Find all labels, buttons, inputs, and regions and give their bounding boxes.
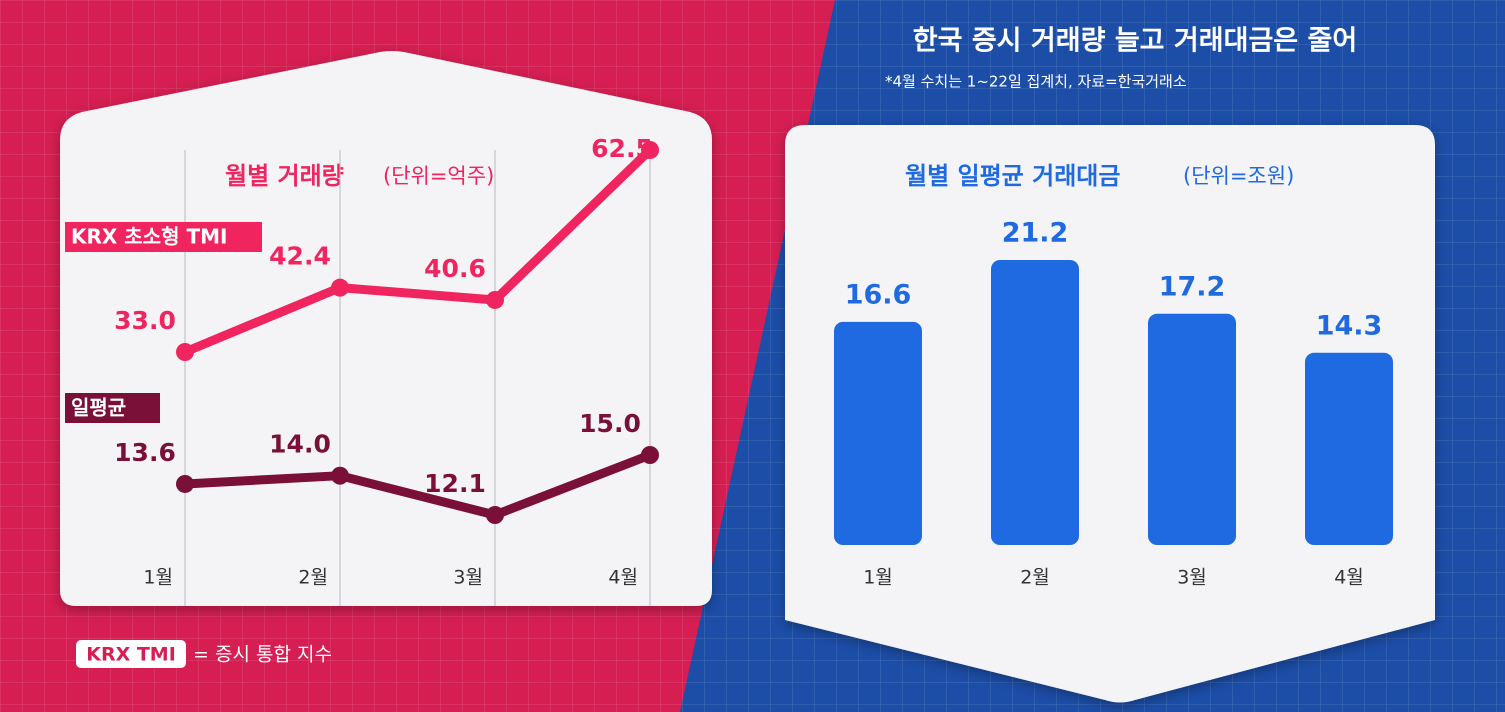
data-label: 14.0 — [269, 430, 331, 459]
chart-unit: (단위=억주) — [383, 164, 494, 188]
data-label: 62.5 — [591, 134, 653, 163]
data-label: 17.2 — [1159, 271, 1226, 302]
bar — [1305, 352, 1393, 545]
footnote-definition: = 증시 통합 지수 — [193, 644, 332, 666]
point — [641, 141, 659, 159]
data-label: 13.6 — [114, 438, 176, 467]
point — [331, 278, 349, 297]
x-tick-label: 4월 — [1334, 567, 1364, 589]
bar — [1148, 313, 1236, 545]
data-label: 42.4 — [269, 242, 331, 271]
point — [331, 466, 349, 485]
data-label: 33.0 — [114, 306, 176, 335]
legend-box — [65, 222, 262, 252]
x-tick-label: 1월 — [143, 567, 173, 589]
series-line — [184, 450, 652, 520]
bar — [834, 321, 922, 545]
line-panel — [60, 51, 712, 606]
bar-panel — [785, 125, 1435, 703]
data-label: 21.2 — [1002, 218, 1069, 249]
point — [176, 474, 194, 493]
point — [176, 343, 194, 361]
data-label: 16.6 — [845, 279, 912, 310]
point — [486, 506, 504, 524]
chart-title: 월별 일평균 거래대금 — [905, 162, 1120, 190]
series-line — [183, 146, 654, 357]
term-badge — [76, 640, 186, 668]
x-tick-label: 3월 — [1177, 567, 1207, 589]
data-label: 15.0 — [579, 409, 641, 438]
x-tick-label: 3월 — [453, 567, 483, 589]
chart-unit: (단위=조원) — [1183, 164, 1294, 188]
source-note: *4월 수치는 1~22일 집계치, 자료=한국거래소 — [885, 73, 1187, 91]
data-label: 14.3 — [1316, 310, 1383, 341]
page-title: 한국 증시 거래량 늘고 거래대금은 줄어 — [913, 26, 1357, 57]
footnote-term: KRX TMI — [86, 644, 176, 666]
point — [641, 446, 659, 464]
bar — [991, 260, 1079, 545]
x-tick-label: 1월 — [863, 567, 893, 589]
x-tick-label: 2월 — [1020, 567, 1050, 589]
legend-label: KRX 초소형 TMI — [71, 225, 227, 249]
x-tick-label: 2월 — [298, 567, 328, 589]
legend-box — [65, 393, 160, 423]
point — [486, 290, 504, 309]
data-label: 40.6 — [424, 254, 486, 283]
legend-label: 일평균 — [71, 396, 126, 420]
data-label: 12.1 — [424, 469, 486, 498]
chart-title: 월별 거래량 — [225, 162, 344, 190]
x-tick-label: 4월 — [608, 567, 638, 589]
